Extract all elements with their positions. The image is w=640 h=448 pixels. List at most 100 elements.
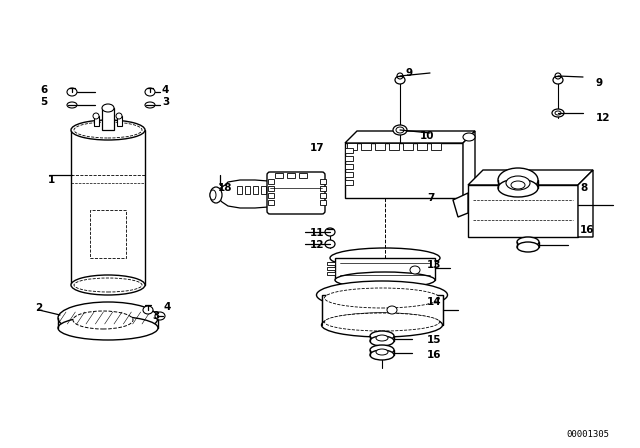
Bar — [403, 143, 413, 150]
Ellipse shape — [71, 275, 145, 295]
Ellipse shape — [116, 113, 122, 119]
Text: 13: 13 — [427, 260, 442, 270]
Bar — [94, 116, 99, 126]
Ellipse shape — [555, 73, 561, 79]
Ellipse shape — [73, 311, 133, 329]
Bar — [347, 143, 357, 150]
Bar — [345, 148, 353, 153]
Ellipse shape — [553, 76, 563, 84]
Ellipse shape — [325, 228, 335, 236]
Text: 18: 18 — [218, 183, 232, 193]
Bar — [345, 156, 353, 161]
Polygon shape — [453, 193, 468, 217]
Bar — [327, 262, 335, 265]
Bar — [275, 173, 283, 178]
Ellipse shape — [58, 302, 158, 334]
Ellipse shape — [67, 88, 77, 96]
Text: 14: 14 — [427, 297, 442, 307]
Ellipse shape — [397, 73, 403, 79]
Text: 5: 5 — [40, 97, 47, 107]
Ellipse shape — [410, 266, 420, 274]
Polygon shape — [463, 131, 475, 198]
Ellipse shape — [324, 313, 440, 331]
Text: 9: 9 — [405, 68, 412, 78]
Ellipse shape — [370, 331, 394, 341]
Ellipse shape — [155, 312, 165, 320]
Text: 4: 4 — [162, 85, 170, 95]
Ellipse shape — [498, 168, 538, 192]
Bar — [321, 295, 442, 325]
Ellipse shape — [93, 113, 99, 119]
Bar — [327, 267, 335, 270]
Ellipse shape — [74, 122, 142, 138]
Ellipse shape — [376, 349, 388, 355]
Ellipse shape — [210, 187, 222, 203]
Bar — [389, 143, 399, 150]
Ellipse shape — [210, 190, 216, 200]
Ellipse shape — [396, 127, 404, 133]
Bar — [267, 186, 272, 194]
Polygon shape — [345, 131, 475, 143]
Bar — [335, 258, 435, 280]
Text: 15: 15 — [427, 335, 442, 345]
FancyBboxPatch shape — [267, 172, 325, 214]
Bar — [327, 272, 335, 275]
Ellipse shape — [376, 335, 388, 341]
Text: 3: 3 — [152, 311, 159, 321]
Text: 3: 3 — [162, 97, 169, 107]
Ellipse shape — [506, 176, 530, 190]
Bar — [268, 200, 274, 205]
Text: 10: 10 — [420, 131, 435, 141]
Text: 1: 1 — [48, 175, 55, 185]
Text: 12: 12 — [596, 113, 611, 123]
Bar — [90, 210, 126, 258]
Text: 8: 8 — [580, 183, 588, 193]
Text: 16: 16 — [580, 225, 595, 235]
Ellipse shape — [555, 111, 561, 115]
Bar — [245, 186, 250, 194]
Bar — [71, 130, 145, 285]
Ellipse shape — [145, 102, 155, 108]
Ellipse shape — [324, 288, 440, 308]
Ellipse shape — [325, 240, 335, 248]
Bar — [345, 172, 353, 177]
Polygon shape — [578, 170, 593, 237]
Ellipse shape — [317, 281, 447, 309]
Ellipse shape — [370, 350, 394, 360]
Text: 6: 6 — [40, 85, 47, 95]
Text: 2: 2 — [35, 303, 42, 313]
Bar — [268, 179, 274, 184]
Ellipse shape — [463, 133, 475, 141]
Bar — [268, 186, 274, 191]
Ellipse shape — [102, 104, 114, 112]
Ellipse shape — [335, 272, 435, 288]
Text: 4: 4 — [163, 302, 170, 312]
Bar — [320, 179, 326, 184]
Polygon shape — [215, 180, 278, 208]
Ellipse shape — [71, 120, 145, 140]
Bar — [345, 180, 353, 185]
Ellipse shape — [145, 88, 155, 96]
Ellipse shape — [370, 336, 394, 346]
Ellipse shape — [370, 345, 394, 355]
Bar — [237, 186, 242, 194]
Ellipse shape — [58, 316, 158, 340]
Bar — [468, 185, 578, 237]
Ellipse shape — [393, 125, 407, 135]
Bar — [117, 116, 122, 126]
Bar — [299, 173, 307, 178]
Ellipse shape — [330, 248, 440, 268]
Text: 00001305: 00001305 — [566, 430, 609, 439]
Bar — [345, 143, 463, 198]
Text: 17: 17 — [310, 143, 324, 153]
Bar — [417, 143, 427, 150]
Ellipse shape — [387, 306, 397, 314]
Bar — [361, 143, 371, 150]
Bar — [431, 143, 441, 150]
Text: 11: 11 — [310, 228, 324, 238]
Bar — [375, 143, 385, 150]
Bar — [345, 164, 353, 169]
Polygon shape — [468, 170, 593, 185]
Text: 7: 7 — [427, 193, 435, 203]
Ellipse shape — [511, 181, 525, 189]
